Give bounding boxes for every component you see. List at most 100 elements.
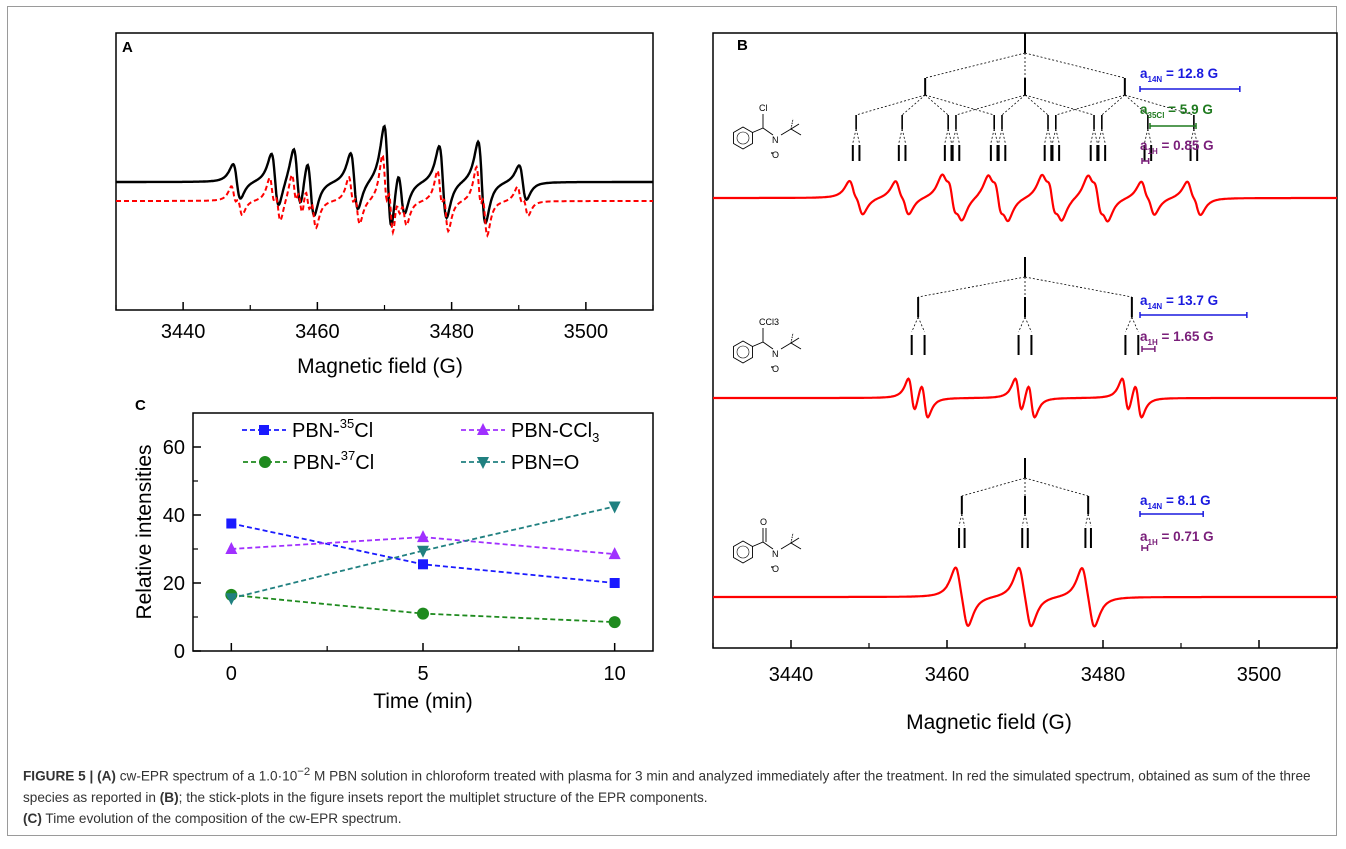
coupling-label: a35Cl = 5.9 G bbox=[1140, 102, 1213, 120]
stick-connector bbox=[1090, 128, 1095, 144]
radical-dot bbox=[771, 366, 773, 368]
stick-connector bbox=[1147, 128, 1152, 144]
stick-connector bbox=[1093, 128, 1098, 144]
radical-dot bbox=[771, 152, 773, 154]
panel-b-ticks: 3440 3460 3480 3500 bbox=[712, 640, 1338, 686]
atom-label: O bbox=[772, 150, 779, 160]
data-point bbox=[608, 501, 621, 514]
data-point bbox=[608, 616, 621, 629]
caption-ref-c: (C) bbox=[23, 810, 42, 826]
stick-connector bbox=[1125, 316, 1133, 333]
caption-ref-b: (B) bbox=[159, 789, 179, 805]
bond bbox=[780, 542, 792, 550]
panel-a-xlabel: Magnetic field (G) bbox=[297, 355, 463, 378]
data-point bbox=[417, 545, 429, 558]
atom-label: Cl bbox=[759, 103, 768, 113]
panel-a-xtick-label: 3460 bbox=[295, 321, 340, 343]
bond bbox=[762, 127, 774, 136]
legend-label: PBN-37Cl bbox=[293, 448, 374, 474]
coupling-label: a14N = 12.8 G bbox=[1140, 66, 1218, 84]
atom-label: N bbox=[772, 349, 779, 359]
stick-connector bbox=[1101, 128, 1106, 144]
stick-connector bbox=[1024, 513, 1029, 527]
simulated-spectrum bbox=[713, 377, 1337, 419]
stick-connector bbox=[955, 94, 1026, 116]
panel-a-experimental-spectrum bbox=[116, 124, 653, 229]
panel-c-series bbox=[225, 501, 621, 629]
radical-dot bbox=[771, 566, 773, 568]
data-point bbox=[608, 547, 621, 560]
stick-connector bbox=[944, 128, 949, 144]
stick-connector bbox=[901, 128, 906, 144]
panel-a-xtick-label: 3480 bbox=[429, 321, 474, 343]
stick-connector bbox=[911, 316, 919, 333]
stick-connector bbox=[1052, 128, 1057, 144]
panel-a-xtick-label: 3500 bbox=[564, 321, 609, 343]
bond bbox=[790, 542, 802, 550]
benzene-ring bbox=[733, 540, 753, 564]
atom-label: N bbox=[772, 135, 779, 145]
figure-canvas: A 3440 3460 3480 3500 Magnetic field (G) C … bbox=[115, 32, 1338, 734]
coupling-label: a14N = 8.1 G bbox=[1140, 493, 1211, 511]
stick-connector bbox=[1087, 513, 1092, 527]
panel-a-plot-area bbox=[115, 32, 654, 311]
benzene-inner bbox=[736, 345, 750, 359]
stick-connector bbox=[1024, 94, 1095, 116]
atom-label: O bbox=[772, 564, 779, 574]
series-line bbox=[231, 505, 615, 600]
stick-connector bbox=[961, 477, 1026, 497]
bond bbox=[790, 332, 794, 344]
panel-b-xtick-label: 3460 bbox=[925, 664, 970, 686]
caption-text-1: cw-EPR spectrum of a 1.0·10 bbox=[115, 768, 298, 784]
data-point bbox=[417, 607, 429, 620]
stick-connector bbox=[1001, 94, 1026, 116]
data-point bbox=[417, 530, 429, 543]
panel-b-label: B bbox=[737, 37, 748, 54]
bond bbox=[790, 118, 794, 130]
benzene-inner bbox=[736, 131, 750, 145]
stick-connector bbox=[1098, 128, 1103, 144]
stick-connector bbox=[925, 94, 995, 116]
panel-b-xtick-label: 3480 bbox=[1081, 664, 1126, 686]
stick-connector bbox=[1124, 94, 1149, 116]
panel-c-xtick-label: 10 bbox=[604, 663, 626, 685]
bond bbox=[762, 341, 774, 350]
stick-connector bbox=[1047, 128, 1052, 144]
data-point bbox=[225, 542, 238, 554]
atom-label: O bbox=[772, 364, 779, 374]
legend-label: PBN-35Cl bbox=[292, 416, 373, 442]
atom-label: O bbox=[760, 517, 767, 527]
bond bbox=[762, 541, 774, 550]
stick-connector bbox=[898, 128, 903, 144]
stick-connector bbox=[952, 128, 957, 144]
panel-b-xtick-label: 3500 bbox=[1237, 664, 1282, 686]
caption-text-3: ; the stick-plots in the figure insets r… bbox=[178, 789, 708, 805]
benzene-ring bbox=[733, 126, 753, 150]
panel-c-ticks: 0 5 10 0 20 40 60 bbox=[163, 437, 626, 685]
stick-connector bbox=[990, 128, 995, 144]
stick-connector bbox=[917, 316, 925, 333]
caption-exponent: −2 bbox=[297, 766, 311, 778]
data-point bbox=[609, 578, 620, 588]
bond bbox=[790, 123, 800, 130]
panel-b-xtick-label: 3440 bbox=[769, 664, 814, 686]
coupling-label: a1H = 0.71 G bbox=[1140, 529, 1214, 547]
panel-b-plot-area bbox=[712, 32, 1338, 649]
caption-text-2: M PBN solution in chloroform treated wit… bbox=[23, 768, 1311, 805]
simulated-spectrum bbox=[713, 566, 1337, 628]
panel-c-ytick-label: 40 bbox=[163, 505, 185, 527]
stick-connector bbox=[1024, 52, 1125, 79]
legend-label: PBN=O bbox=[511, 452, 579, 474]
atom-label: CCl3 bbox=[759, 317, 779, 327]
stick-connector bbox=[947, 128, 952, 144]
stick-connector bbox=[852, 128, 857, 144]
bond bbox=[790, 337, 800, 344]
legend-label: PBN-CCl3 bbox=[511, 420, 599, 445]
panel-c-xtick-label: 5 bbox=[417, 663, 428, 685]
stick-connector bbox=[924, 94, 949, 116]
bond bbox=[780, 342, 792, 350]
data-point bbox=[225, 593, 238, 606]
bond bbox=[780, 128, 792, 136]
